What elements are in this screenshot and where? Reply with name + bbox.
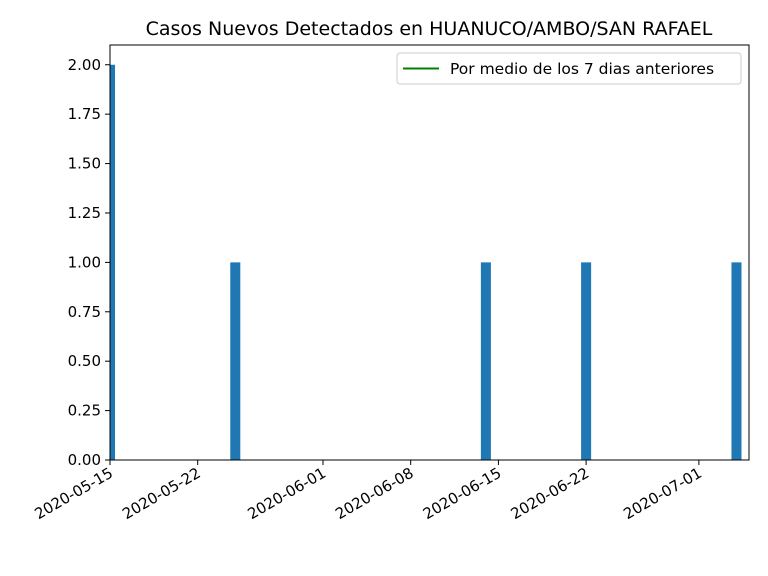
legend-label: Por medio de los 7 dias anteriores bbox=[450, 60, 714, 78]
bar-2020-07-04 bbox=[731, 262, 742, 460]
legend: Por medio de los 7 dias anteriores bbox=[396, 52, 742, 85]
x-tick-label: 2020-05-22 bbox=[119, 464, 204, 523]
y-tick-label: 0.50 bbox=[68, 352, 101, 370]
legend-box bbox=[396, 52, 742, 85]
y-tick-label: 0.00 bbox=[68, 451, 101, 469]
y-tick-label: 1.25 bbox=[68, 204, 101, 222]
plot-frame bbox=[109, 44, 750, 461]
bars-layer bbox=[110, 64, 742, 460]
chart-title: Casos Nuevos Detectados en HUANUCO/AMBO/… bbox=[146, 18, 713, 40]
bar-2020-06-14 bbox=[480, 262, 491, 460]
y-tick-label: 1.00 bbox=[68, 253, 101, 271]
y-tick-label: 0.75 bbox=[68, 303, 101, 321]
x-tick-label: 2020-06-22 bbox=[508, 464, 593, 523]
x-tick-label: 2020-07-01 bbox=[620, 464, 705, 523]
x-axis: 2020-05-15 2020-05-22 2020-06-01 2020-06-08… bbox=[31, 460, 705, 523]
x-tick-label: 2020-06-08 bbox=[332, 464, 417, 523]
x-tick-label: 2020-05-15 bbox=[31, 464, 116, 523]
x-tick-label: 2020-06-01 bbox=[244, 464, 329, 523]
bar-2020-05-15 bbox=[110, 64, 116, 460]
y-tick-label: 2.00 bbox=[68, 56, 101, 74]
y-tick-label: 1.75 bbox=[68, 105, 101, 123]
y-tick-label: 1.50 bbox=[68, 155, 101, 173]
bar-2020-06-22 bbox=[581, 262, 592, 460]
y-tick-label: 0.25 bbox=[68, 402, 101, 420]
y-axis: 0.00 0.25 0.50 0.75 1.00 1.25 1.50 1.75 2.00 bbox=[68, 56, 110, 469]
x-tick-label: 2020-06-15 bbox=[420, 464, 505, 523]
bar-2020-05-25 bbox=[230, 262, 241, 460]
